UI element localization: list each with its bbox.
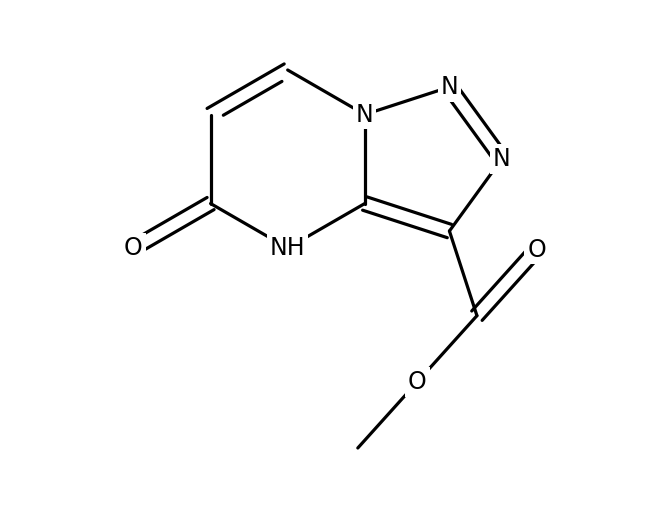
Text: O: O <box>527 238 546 262</box>
Text: O: O <box>408 370 427 394</box>
Text: N: N <box>356 103 374 126</box>
Text: N: N <box>493 147 511 171</box>
Text: NH: NH <box>270 236 306 260</box>
Text: N: N <box>441 75 458 99</box>
Text: O: O <box>124 236 143 260</box>
